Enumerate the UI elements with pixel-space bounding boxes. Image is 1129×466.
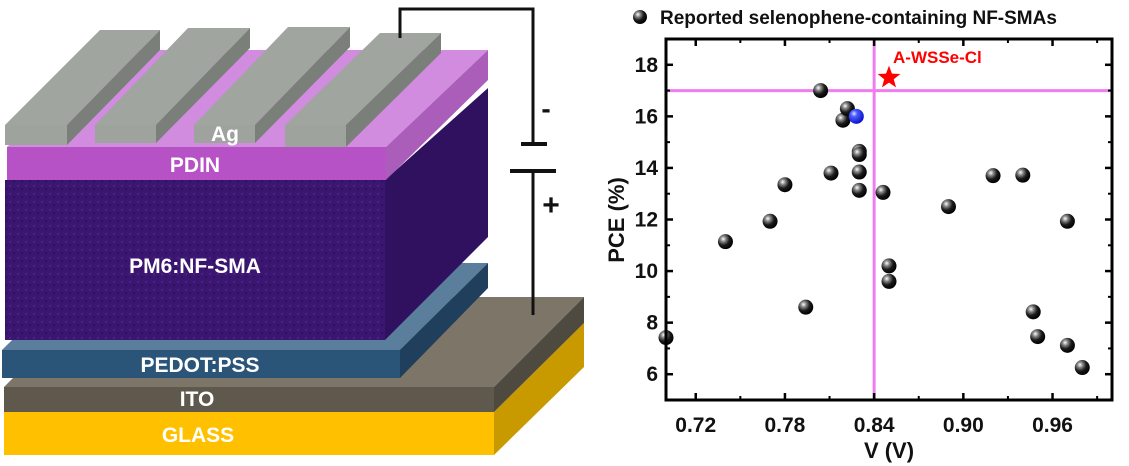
plus-sign: + [542,189,560,222]
data-point [875,184,891,200]
data-point [940,199,956,215]
data-point [881,258,897,274]
minus-sign: - [541,93,550,124]
data-point [777,177,793,193]
device-diagram: - + Ag PDIN PM6:NF-SMA PEDOT:PSS ITO GLA… [2,7,584,455]
data-point [1025,304,1041,320]
ito-front [4,387,494,412]
data-point [985,168,1001,184]
pdin-side [386,50,488,180]
glass-front [4,412,494,455]
label-ag: Ag [211,123,239,146]
label-glass: GLASS [162,424,234,447]
y-tick-label: 16 [635,105,658,128]
label-pdin: PDIN [170,154,220,177]
x-tick-label: 0.78 [764,414,805,437]
circuit-wire [398,7,556,315]
y-axis-label: PCE (%) [604,177,629,263]
data-point [881,273,897,289]
data-point [1030,329,1046,345]
y-tick-label: 14 [635,157,659,180]
x-tick-label: 0.84 [854,414,895,437]
data-point [762,213,778,229]
pdin-front [7,147,386,180]
scatter-chart: Reported selenophene-containing NF-SMAs … [604,8,1114,463]
active-side [385,88,488,340]
data-point [813,83,829,99]
data-point [1074,360,1090,376]
ag-electrode [5,27,441,147]
legend-label: Reported selenophene-containing NF-SMAs [660,8,1057,29]
y-tick-label: 6 [646,363,658,386]
label-active: PM6:NF-SMA [129,255,261,278]
data-point [717,234,733,250]
data-point [1015,167,1031,183]
data-point [835,112,851,128]
x-tick-label: 0.90 [943,414,984,437]
plot-frame [664,37,1114,402]
y-tick-label: 18 [635,54,659,77]
x-tick-label: 0.96 [1032,414,1073,437]
data-point [1059,213,1075,229]
data-point [823,165,839,181]
active-front [5,180,385,340]
x-axis-label: V (V) [864,438,914,463]
data-point-highlighted [848,108,864,124]
data-point [798,299,814,315]
legend-marker [633,10,647,24]
y-tick-label: 8 [646,312,658,335]
y-tick-label: 10 [635,260,658,283]
label-pedot: PEDOT:PSS [140,354,259,377]
glass-side [494,323,584,455]
highlight-label: A-WSSe-Cl [893,48,982,67]
pedot-front [2,350,400,378]
label-ito: ITO [180,388,215,411]
data-point [851,164,867,180]
data-point [1059,337,1075,353]
data-point [851,147,867,163]
x-tick-label: 0.72 [675,414,716,437]
pedot-side [400,263,488,378]
ito-side [494,297,584,412]
star-marker-a-wsse-cl [877,65,901,88]
y-tick-label: 12 [635,209,658,232]
data-point [851,182,867,198]
